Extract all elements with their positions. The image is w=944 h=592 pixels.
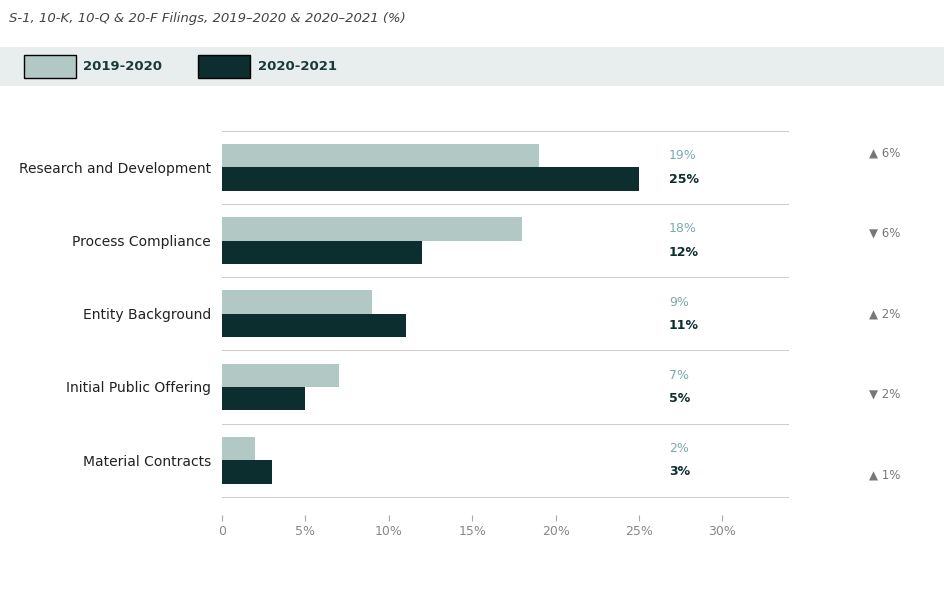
Text: 7%: 7% — [668, 369, 688, 382]
Bar — [222, 290, 372, 314]
Text: 2020-2021: 2020-2021 — [258, 60, 337, 73]
Text: ▼ 2%: ▼ 2% — [868, 388, 900, 401]
Text: 5%: 5% — [668, 392, 689, 405]
Bar — [222, 460, 272, 484]
Bar — [222, 217, 522, 240]
Text: 12%: 12% — [668, 246, 699, 259]
FancyBboxPatch shape — [24, 55, 76, 78]
Text: ▲ 2%: ▲ 2% — [868, 307, 900, 320]
Text: 19%: 19% — [668, 149, 696, 162]
Text: 11%: 11% — [668, 319, 699, 332]
Text: 9%: 9% — [668, 295, 688, 308]
Bar — [222, 387, 305, 410]
Bar — [222, 363, 339, 387]
Text: ▼ 6%: ▼ 6% — [868, 227, 900, 240]
Bar — [222, 314, 405, 337]
Bar — [222, 144, 538, 168]
Bar — [222, 168, 638, 191]
Text: S-1, 10-K, 10-Q & 20-F Filings, 2019–2020 & 2020–2021 (%): S-1, 10-K, 10-Q & 20-F Filings, 2019–202… — [9, 12, 406, 25]
Text: 2019-2020: 2019-2020 — [83, 60, 162, 73]
Text: 2%: 2% — [668, 442, 688, 455]
Text: 3%: 3% — [668, 465, 689, 478]
Text: ▲ 6%: ▲ 6% — [868, 146, 900, 159]
Bar — [222, 437, 255, 460]
FancyBboxPatch shape — [198, 55, 250, 78]
Bar — [222, 240, 422, 264]
Text: 18%: 18% — [668, 223, 696, 236]
Text: 25%: 25% — [668, 173, 699, 185]
Text: ▲ 1%: ▲ 1% — [868, 468, 900, 481]
